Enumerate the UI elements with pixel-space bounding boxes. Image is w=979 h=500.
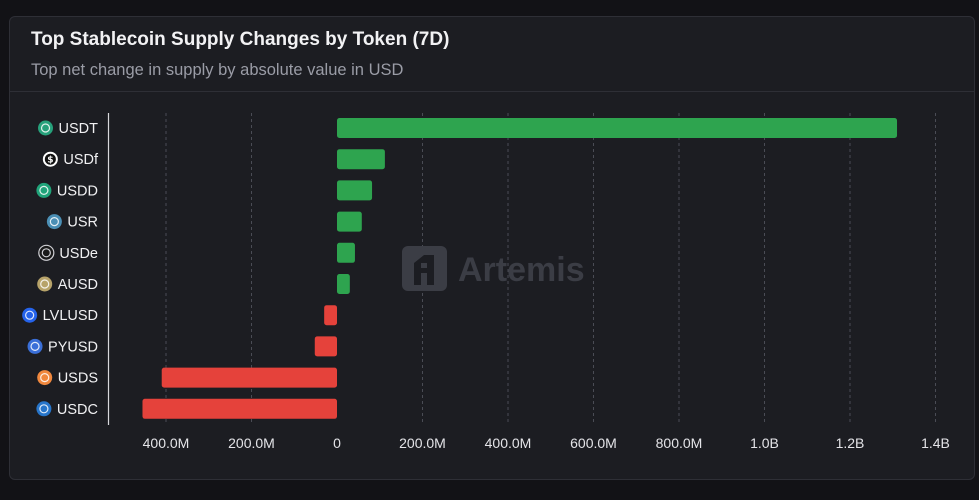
category-label-usdt: USDT	[38, 120, 99, 137]
category-label-text: AUSD	[58, 277, 98, 293]
x-tick-label: 1.0B	[750, 435, 779, 451]
bar-ausd[interactable]	[337, 274, 350, 294]
bar-usdf[interactable]	[337, 149, 385, 170]
category-label-text: USDS	[58, 371, 98, 387]
category-label-usds: USDS	[37, 370, 98, 387]
chart-title: Top Stablecoin Supply Changes by Token (…	[31, 29, 450, 50]
artemis-logo-icon	[402, 246, 447, 291]
chart-card: Top Stablecoin Supply Changes by Token (…	[9, 16, 975, 480]
category-label-usdf: USDf $	[42, 151, 99, 168]
pyusd-icon	[27, 338, 43, 354]
bar-lvlusd[interactable]	[324, 305, 337, 326]
category-label-text: LVLUSD	[43, 308, 98, 324]
bars	[142, 118, 898, 419]
usds-icon	[37, 370, 53, 386]
bar-usr[interactable]	[337, 211, 362, 232]
card-header: Top Stablecoin Supply Changes by Token (…	[10, 17, 974, 92]
x-tick-label: 1.2B	[836, 435, 865, 451]
bar-usdc[interactable]	[142, 398, 337, 419]
x-tick-label: 200.0M	[228, 435, 275, 451]
category-label-usde: USDe	[38, 244, 98, 262]
tether-icon	[38, 120, 54, 136]
category-label-text: USDf	[63, 152, 99, 168]
category-label-text: USR	[67, 215, 98, 231]
x-tick-label: 1.4B	[921, 435, 950, 451]
watermark-text: Artemis	[458, 251, 585, 289]
usdd-icon	[36, 182, 52, 198]
category-labels: USDT USDf $ USDD USR USDe AUSD LVLUSD PYUSD USDS U…	[22, 120, 99, 418]
x-tick-labels: 400.0M 200.0M 0 200.0M 400.0M 600.0M 800.0M 1.0…	[143, 435, 950, 451]
category-label-text: USDC	[57, 402, 98, 418]
bar-usdt[interactable]	[337, 118, 898, 138]
category-label-text: PYUSD	[48, 339, 98, 355]
category-label-usr: USR	[46, 214, 98, 231]
bar-chart: Artemis USDT USDf $ USDD USR USDe AUSD LVLUSD PY…	[22, 113, 950, 451]
x-tick-label: 400.0M	[143, 435, 190, 451]
watermark: Artemis	[402, 246, 585, 291]
x-tick-label: 600.0M	[570, 435, 617, 451]
category-label-lvlusd: LVLUSD	[22, 307, 98, 324]
svg-text:$: $	[47, 156, 53, 166]
x-tick-label: 200.0M	[399, 435, 446, 451]
bar-usdd[interactable]	[337, 180, 373, 201]
bar-usde[interactable]	[337, 242, 355, 263]
x-tick-label: 800.0M	[656, 435, 703, 451]
bar-usds[interactable]	[161, 367, 337, 388]
category-label-usdd: USDD	[36, 182, 98, 199]
category-label-text: USDe	[59, 246, 98, 262]
x-tick-label: 0	[333, 435, 341, 451]
category-label-ausd: AUSD	[37, 276, 98, 293]
bar-pyusd[interactable]	[314, 336, 337, 357]
usr-icon	[46, 214, 62, 230]
x-tick-label: 400.0M	[485, 435, 532, 451]
usde-icon	[38, 244, 55, 261]
category-label-pyusd: PYUSD	[27, 338, 98, 355]
ausd-icon	[37, 276, 53, 292]
category-label-text: USDT	[59, 121, 99, 137]
usdc-icon	[36, 401, 52, 417]
category-label-text: USDD	[57, 183, 98, 199]
usdf-icon: $	[42, 151, 58, 167]
category-label-usdc: USDC	[36, 401, 98, 418]
chart-subtitle: Top net change in supply by absolute val…	[31, 61, 404, 79]
lvlusd-icon	[22, 307, 38, 323]
